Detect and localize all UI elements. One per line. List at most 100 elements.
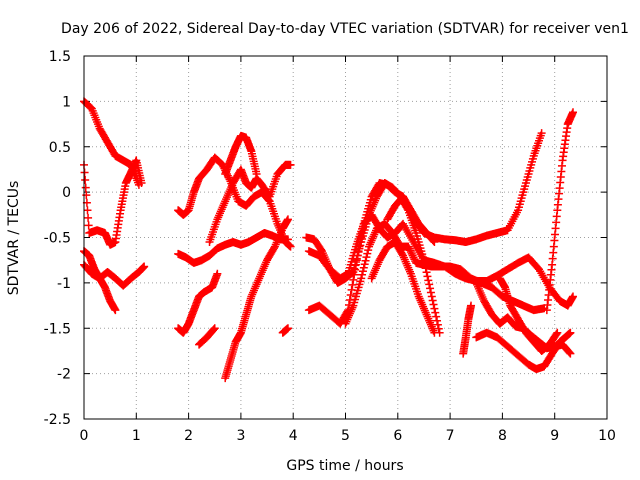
data-point <box>270 244 279 253</box>
series-trace-r <box>383 192 439 247</box>
data-point <box>406 248 415 257</box>
data-point <box>137 179 146 188</box>
data-point <box>83 206 92 215</box>
data-point <box>398 250 407 259</box>
data-point <box>422 268 431 277</box>
series-trace-l <box>278 324 292 337</box>
data-point <box>354 247 363 256</box>
data-point <box>286 160 295 169</box>
data-point <box>569 108 578 117</box>
y-tick-label: 1 <box>62 94 71 110</box>
data-point <box>358 270 367 279</box>
data-point <box>430 238 439 247</box>
data-point <box>140 262 149 271</box>
data-point <box>566 328 575 337</box>
data-point <box>352 256 361 265</box>
plot-frame <box>83 55 608 420</box>
data-point <box>404 242 413 251</box>
y-tick-label: -1.5 <box>44 321 71 337</box>
data-point <box>537 129 546 138</box>
data-point <box>252 169 261 178</box>
series-trace-g <box>174 269 222 337</box>
x-tick-label: 0 <box>80 428 89 444</box>
data-point <box>433 316 442 325</box>
data-point <box>351 265 360 274</box>
data-point <box>286 242 295 251</box>
x-tick-label: 1 <box>132 428 141 444</box>
data-point <box>405 244 414 253</box>
grid <box>84 56 607 419</box>
data-point <box>350 270 359 279</box>
series-trace-s <box>459 301 476 358</box>
data-point <box>348 280 357 289</box>
series-trace-k <box>221 131 261 178</box>
y-tick-label: 1.5 <box>49 49 71 65</box>
y-tick-label: -1 <box>57 276 71 292</box>
series-trace-w <box>495 274 562 355</box>
data-point <box>552 330 561 339</box>
data-point <box>426 288 435 297</box>
x-axis-label: GPS time / hours <box>286 458 403 474</box>
data-point <box>283 324 292 333</box>
data-point <box>430 304 439 313</box>
data-point <box>429 237 438 246</box>
data-point <box>209 325 218 334</box>
y-tick-label: -0.5 <box>44 231 71 247</box>
series-trace-u <box>472 278 575 358</box>
y-tick-label: -2 <box>57 367 71 383</box>
x-tick-label: 5 <box>341 428 350 444</box>
data-point <box>467 301 476 310</box>
data-point <box>81 183 90 192</box>
data-point <box>431 308 440 317</box>
series-trace-a <box>80 97 143 189</box>
data-point <box>283 235 292 244</box>
data-point <box>426 284 435 293</box>
data-point <box>111 306 120 315</box>
data-point <box>224 173 233 182</box>
y-axis-label: SDTVAR / TECUs <box>6 181 22 296</box>
x-tick-label: 3 <box>236 428 245 444</box>
data-point <box>358 267 367 276</box>
x-tick-label: 6 <box>393 428 402 444</box>
data-point <box>423 272 432 281</box>
y-tick-label: 0 <box>62 185 71 201</box>
series-trace-d <box>80 260 149 290</box>
x-tick-label: 8 <box>498 428 507 444</box>
series-trace-h <box>195 324 219 349</box>
data-point <box>346 290 355 299</box>
data-point <box>553 328 562 337</box>
data-point <box>283 215 292 224</box>
x-tick-label: 4 <box>289 428 298 444</box>
series-trace-t <box>472 328 575 374</box>
data-point <box>425 280 434 289</box>
y-tick-label: 0.5 <box>49 140 71 156</box>
data-point <box>569 292 578 301</box>
data-point <box>424 276 433 285</box>
data-point <box>432 312 441 321</box>
x-tick-label: 10 <box>598 428 616 444</box>
x-tick-label: 7 <box>446 428 455 444</box>
data-point <box>213 269 222 278</box>
series-trace-i <box>205 160 295 247</box>
data-point <box>84 213 93 222</box>
data-point <box>433 320 442 329</box>
data-point <box>406 246 415 255</box>
data-point <box>81 176 90 185</box>
x-tick-label: 9 <box>550 428 559 444</box>
series-trace-q <box>367 238 439 337</box>
data-point <box>363 249 372 258</box>
x-tick-label: 2 <box>184 428 193 444</box>
series-trace-v <box>542 108 578 315</box>
data-point <box>359 263 368 272</box>
data-marks <box>80 97 578 383</box>
data-point <box>360 260 369 269</box>
data-point <box>565 348 574 357</box>
data-point <box>408 251 417 260</box>
data-point <box>362 253 371 262</box>
data-point <box>361 256 370 265</box>
data-point <box>429 300 438 309</box>
data-point <box>409 253 418 262</box>
data-point <box>349 275 358 284</box>
series-trace-b <box>80 156 146 249</box>
